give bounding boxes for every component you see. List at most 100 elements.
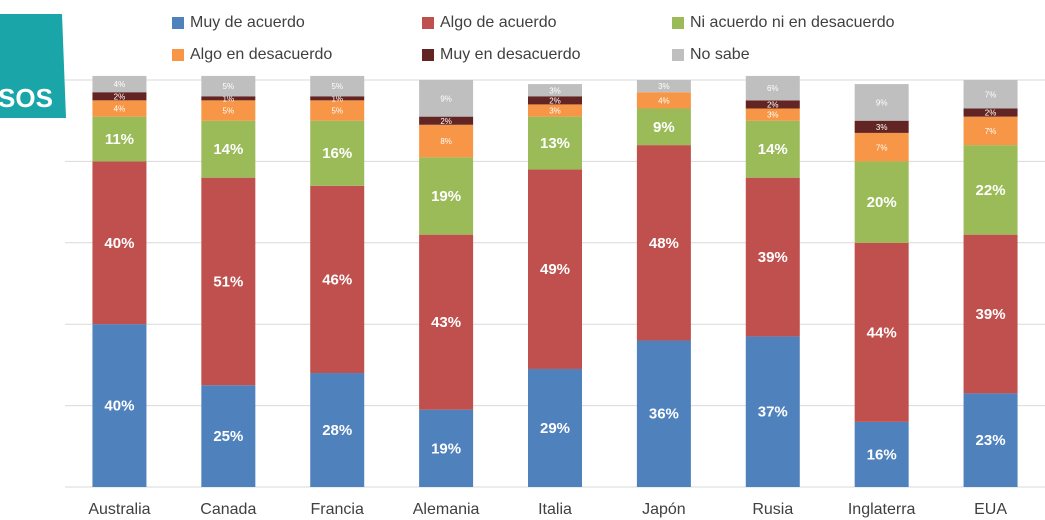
bar-segment (419, 124, 474, 158)
data-label: 37% (758, 404, 788, 421)
legend-swatch (672, 49, 684, 61)
data-label: 39% (758, 249, 788, 266)
bar-segment (745, 100, 800, 109)
bar-segment (201, 96, 256, 101)
data-label: 1% (223, 94, 235, 103)
x-tick-label: Inglaterra (848, 501, 916, 518)
data-label: 48% (649, 235, 679, 252)
data-label: 43% (431, 314, 461, 331)
bar-segment (201, 75, 256, 97)
x-tick-label: EUA (974, 501, 1007, 518)
data-label: 2% (549, 96, 561, 105)
bar-segment (419, 157, 474, 235)
bar-segment (854, 84, 909, 121)
data-label: 8% (440, 137, 452, 146)
bar-segment (963, 80, 1018, 109)
data-label: 29% (540, 420, 570, 437)
logo-text: SOS (0, 83, 53, 113)
data-label: 5% (223, 107, 235, 116)
data-label: 40% (104, 235, 134, 252)
data-label: 2% (767, 101, 779, 110)
data-label: 9% (876, 98, 888, 107)
legend-swatch (672, 17, 684, 29)
bar-segment (310, 100, 365, 121)
data-label: 5% (331, 107, 343, 116)
bar-segment (745, 75, 800, 101)
x-tick-label: Australia (88, 501, 150, 518)
bar-segment (92, 75, 147, 93)
bar-segment (201, 100, 256, 121)
legend-label: No sabe (690, 46, 750, 63)
data-label: 16% (867, 446, 897, 463)
data-label: 4% (114, 105, 126, 114)
data-label: 3% (876, 123, 888, 132)
bar-segment (92, 100, 147, 117)
bar-segment (854, 421, 909, 487)
bar-segment (310, 185, 365, 374)
legend-label: Ni acuerdo ni en desacuerdo (690, 14, 895, 31)
bar-segment (528, 169, 582, 369)
bar-segment (963, 116, 1018, 146)
data-label: 2% (440, 117, 452, 126)
data-label: 23% (976, 432, 1006, 449)
bar-segment (92, 161, 147, 325)
data-label: 3% (549, 86, 561, 95)
data-label: 51% (213, 273, 243, 290)
data-label: 40% (104, 398, 134, 415)
bar-segment (745, 108, 800, 121)
bar-segment (854, 161, 909, 243)
data-label: 11% (105, 131, 134, 148)
data-label: 7% (985, 127, 997, 136)
data-label: 19% (431, 188, 461, 205)
legend-label: Algo en desacuerdo (190, 46, 332, 63)
bar-segment (419, 409, 474, 487)
bar-segment (310, 75, 365, 97)
bar-segment (636, 340, 691, 487)
legend-label: Muy de acuerdo (190, 14, 305, 31)
data-label: 25% (213, 428, 243, 445)
logo (0, 14, 66, 118)
data-label: 9% (653, 119, 675, 136)
bar-segment (745, 336, 800, 487)
data-label: 36% (649, 406, 679, 423)
data-label: 4% (114, 80, 126, 89)
x-tick-label: Rusia (752, 501, 793, 518)
data-label: 14% (213, 141, 243, 158)
x-tick-label: Alemania (413, 501, 480, 518)
bar-segment (92, 116, 147, 162)
data-label: 9% (440, 94, 452, 103)
bar-segment (854, 120, 909, 133)
bar-segment (963, 145, 1018, 235)
data-label: 19% (431, 440, 461, 457)
bar-segment (310, 96, 365, 101)
bar-segment (310, 120, 365, 186)
x-tick-label: Italia (538, 501, 572, 518)
bar-segment (636, 80, 691, 93)
bar-segment (528, 96, 582, 105)
bar-segment (745, 120, 800, 178)
data-label: 5% (223, 82, 235, 91)
data-label: 16% (322, 145, 352, 162)
bar-segment (419, 80, 474, 117)
bar-segment (528, 116, 582, 170)
x-tick-label: Francia (311, 501, 364, 518)
legend-swatch (172, 49, 184, 61)
data-label: 28% (322, 422, 352, 439)
data-label: 1% (331, 94, 343, 103)
data-label: 4% (658, 96, 670, 105)
data-label: 5% (331, 82, 343, 91)
data-label: 3% (549, 107, 561, 116)
data-label: 39% (976, 306, 1006, 323)
bar-segment (963, 393, 1018, 487)
data-label: 2% (114, 92, 126, 101)
data-label: 46% (322, 271, 352, 288)
bar-segment (528, 104, 582, 117)
bar-segment (854, 242, 909, 422)
data-label: 3% (767, 111, 779, 120)
legend-label: Muy en desacuerdo (440, 46, 581, 63)
x-tick-label: Canada (200, 501, 256, 518)
legend-swatch (422, 17, 434, 29)
bar-segment (201, 177, 256, 386)
data-label: 22% (976, 182, 1006, 199)
